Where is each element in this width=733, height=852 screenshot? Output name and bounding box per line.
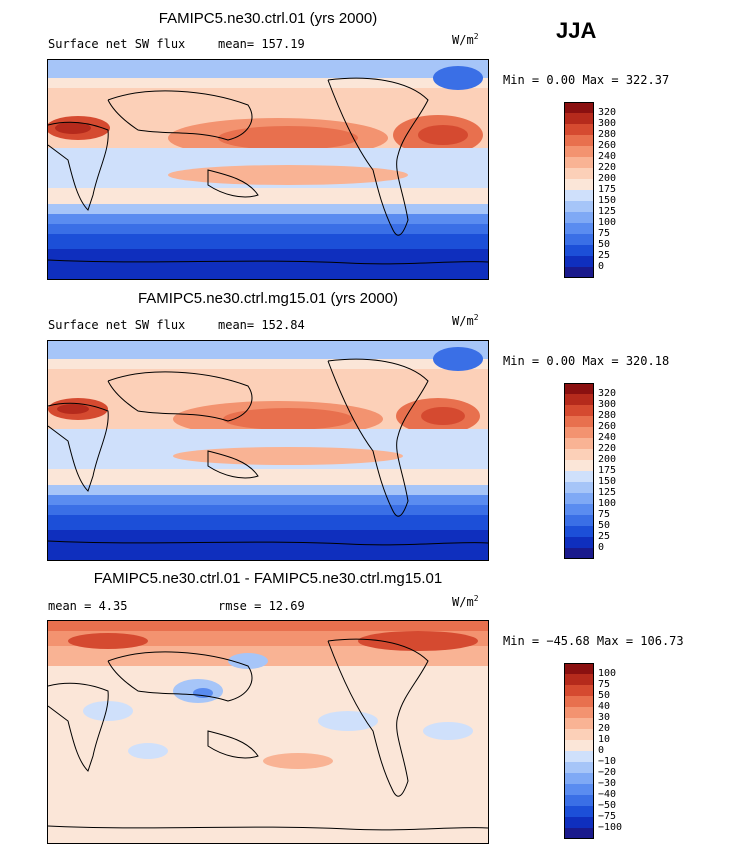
panel1-colorbar-label: 220 [598,162,617,173]
panel2-colorbar-label: 220 [598,443,617,454]
panel2-minmax: Min = 0.00 Max = 320.18 [503,354,670,368]
panel3-colorbar-label: −50 [598,800,617,811]
panel3-colorbar-label: 0 [598,745,605,756]
panel3-map [47,620,489,844]
panel2-title: FAMIPC5.ne30.ctrl.mg15.01 (yrs 2000) [137,290,399,307]
panel3-colorbar-label: −40 [598,789,617,800]
panel2-colorbar-label: 300 [598,399,617,410]
panel1-colorbar-label: 280 [598,129,617,140]
panel3-colorbar-label: −10 [598,756,617,767]
panel1-colorbar-label: 125 [598,206,617,217]
panel1-minmax: Min = 0.00 Max = 322.37 [503,73,670,87]
panel3-colorbar: 100 75 50 40 30 20 10 0 −10 −20 −30 −40 … [564,663,644,839]
panel3-mean-label: mean = 4.35 [48,599,128,613]
panel2-colorbar-label: 150 [598,476,617,487]
panel2-colorbar-label: 260 [598,421,617,432]
panel2-colorbar-label: 0 [598,542,605,553]
panel1-colorbar-label: 240 [598,151,617,162]
panel1-colorbar-label: 75 [598,228,611,239]
panel3-colorbar-label: 40 [598,701,611,712]
panel1-colorbar-label: 300 [598,118,617,129]
panel3-rmse-label: rmse = 12.69 [218,599,305,613]
panel2-variable-label: Surface net SW flux [48,318,186,332]
panel1-colorbar-label: 150 [598,195,617,206]
panel1-map [47,59,489,280]
panel2-map-field [48,341,488,560]
panel2-colorbar-label: 25 [598,531,611,542]
panel3-colorbar-label: −20 [598,767,617,778]
panel1-colorbar-label: 320 [598,107,617,118]
panel3-colorbar-label: 20 [598,723,611,734]
panel2-colorbar-label: 175 [598,465,617,476]
panel1-variable-label: Surface net SW flux [48,37,186,51]
panel1-colorbar-label: 175 [598,184,617,195]
panel2-colorbar: 320 300 280 260 240 220 200 175 150 125 … [564,383,644,559]
season-label: JJA [556,18,597,43]
panel2-units: W/m2 [452,313,479,328]
panel3-colorbar-label: −30 [598,778,617,789]
panel2-map [47,340,489,561]
panel2-colorbar-label: 125 [598,487,617,498]
panel3-colorbar-label: 50 [598,690,611,701]
panel2-colorbar-label: 75 [598,509,611,520]
panel2-colorbar-label: 240 [598,432,617,443]
panel1-colorbar-label: 100 [598,217,617,228]
panel3-minmax: Min = −45.68 Max = 106.73 [503,634,684,648]
panel3-colorbar-label: −75 [598,811,617,822]
panel1-colorbar-label: 260 [598,140,617,151]
panel1-title: FAMIPC5.ne30.ctrl.01 (yrs 2000) [158,10,378,27]
panel2-colorbar-label: 200 [598,454,617,465]
panel1-map-field [48,60,488,279]
panel1-colorbar-label: 50 [598,239,611,250]
panel3-colorbar-label: 30 [598,712,611,723]
panel3-colorbar-label: −100 [598,822,623,833]
panel2-colorbar-label: 320 [598,388,617,399]
panel1-colorbar-label: 0 [598,261,605,272]
panel2-mean-label: mean= 152.84 [218,318,305,332]
panel3-colorbar-label: 75 [598,679,611,690]
panel1-colorbar-label: 200 [598,173,617,184]
panel2-colorbar-label: 280 [598,410,617,421]
panel3-map-field [48,621,488,843]
panel2-colorbar-label: 100 [598,498,617,509]
panel3-colorbar-label: 100 [598,668,617,679]
panel1-colorbar: 320 300 280 260 240 220 200 175 150 125 … [564,102,644,278]
panel1-units: W/m2 [452,32,479,47]
panel3-colorbar-label: 10 [598,734,611,745]
panel2-colorbar-label: 50 [598,520,611,531]
panel3-title: FAMIPC5.ne30.ctrl.01 - FAMIPC5.ne30.ctrl… [93,570,443,587]
panel3-units: W/m2 [452,594,479,609]
panel1-mean-label: mean= 157.19 [218,37,305,51]
panel1-colorbar-label: 25 [598,250,611,261]
